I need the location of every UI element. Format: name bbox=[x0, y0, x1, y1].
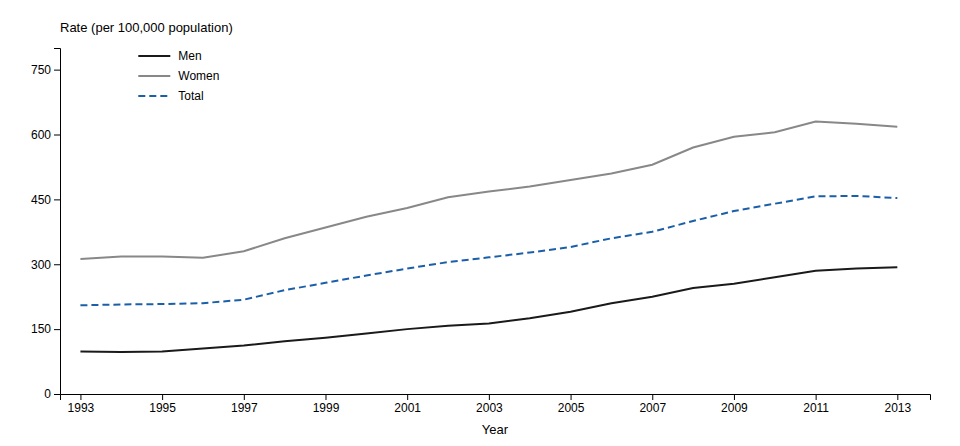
legend-item: Women bbox=[138, 69, 219, 83]
tick-label: 450 bbox=[31, 193, 51, 207]
tick-label: 750 bbox=[31, 63, 51, 77]
legend-label: Men bbox=[178, 49, 201, 63]
tick-mark bbox=[54, 394, 60, 395]
tick-mark bbox=[80, 394, 81, 400]
tick: 450 bbox=[31, 193, 60, 207]
tick-mark bbox=[407, 394, 408, 400]
tick: 300 bbox=[31, 258, 60, 272]
tick: 1995 bbox=[149, 394, 176, 415]
series-line bbox=[80, 122, 897, 260]
chart: 1993 1995 1997 1999 2001 2003 2005 2007 2009 2011… bbox=[0, 0, 960, 446]
tick-mark bbox=[652, 394, 653, 400]
tick-label: 2013 bbox=[884, 401, 911, 415]
tick-label: 1995 bbox=[149, 401, 176, 415]
tick-label: 2003 bbox=[476, 401, 503, 415]
y-axis: 0 150 300 450 600 750 bbox=[31, 49, 61, 402]
tick-mark bbox=[54, 135, 60, 136]
tick-mark bbox=[244, 394, 245, 400]
tick-mark bbox=[162, 394, 163, 400]
tick: 1999 bbox=[313, 394, 340, 415]
tick: 2007 bbox=[639, 394, 666, 415]
tick-label: 2005 bbox=[558, 401, 585, 415]
tick: 2009 bbox=[721, 394, 748, 415]
series-line bbox=[80, 267, 897, 352]
axis-line bbox=[54, 49, 61, 395]
tick-label: 2011 bbox=[803, 401, 829, 415]
y-axis-title: Rate (per 100,000 population) bbox=[60, 20, 233, 35]
tick-mark bbox=[54, 264, 60, 265]
legend-swatch bbox=[138, 55, 170, 57]
lines bbox=[80, 122, 897, 353]
tick: 0 bbox=[44, 387, 60, 401]
tick-label: 2001 bbox=[394, 401, 421, 415]
tick-label: 150 bbox=[31, 322, 51, 336]
tick-label: 1993 bbox=[68, 401, 95, 415]
x-axis: 1993 1995 1997 1999 2001 2003 2005 2007 2009 2011… bbox=[61, 394, 931, 415]
tick: 600 bbox=[31, 128, 60, 142]
x-axis-title: Year bbox=[482, 422, 509, 437]
series-line bbox=[80, 196, 897, 305]
tick-mark bbox=[325, 394, 326, 400]
legend-item: Total bbox=[138, 89, 203, 103]
tick-label: 2009 bbox=[721, 401, 748, 415]
tick: 2003 bbox=[476, 394, 503, 415]
axis-line bbox=[61, 395, 931, 401]
legend-swatch bbox=[138, 95, 170, 97]
tick: 2013 bbox=[884, 394, 911, 415]
tick: 2011 bbox=[803, 394, 829, 415]
tick-mark bbox=[54, 329, 60, 330]
tick-mark bbox=[54, 199, 60, 200]
tick: 2001 bbox=[394, 394, 421, 415]
legend-label: Total bbox=[178, 89, 203, 103]
tick-label: 600 bbox=[31, 128, 51, 142]
plot: 1993 1995 1997 1999 2001 2003 2005 2007 2009 2011… bbox=[31, 49, 931, 415]
tick: 1997 bbox=[231, 394, 258, 415]
tick-label: 1997 bbox=[231, 401, 258, 415]
tick-mark bbox=[816, 394, 817, 400]
legend: Men Women Total bbox=[138, 49, 219, 103]
tick: 750 bbox=[31, 63, 60, 77]
tick-mark bbox=[734, 394, 735, 400]
legend-item: Men bbox=[138, 49, 201, 63]
tick-mark bbox=[489, 394, 490, 400]
tick: 1993 bbox=[68, 394, 95, 415]
tick-label: 1999 bbox=[313, 401, 340, 415]
tick-mark bbox=[897, 394, 898, 400]
tick-mark bbox=[54, 70, 60, 71]
legend-label: Women bbox=[178, 69, 219, 83]
tick: 2005 bbox=[558, 394, 585, 415]
legend-swatch bbox=[138, 75, 170, 77]
tick-label: 300 bbox=[31, 258, 51, 272]
tick-label: 2007 bbox=[639, 401, 666, 415]
tick: 150 bbox=[31, 322, 60, 336]
tick-label: 0 bbox=[44, 387, 51, 401]
tick-mark bbox=[571, 394, 572, 400]
